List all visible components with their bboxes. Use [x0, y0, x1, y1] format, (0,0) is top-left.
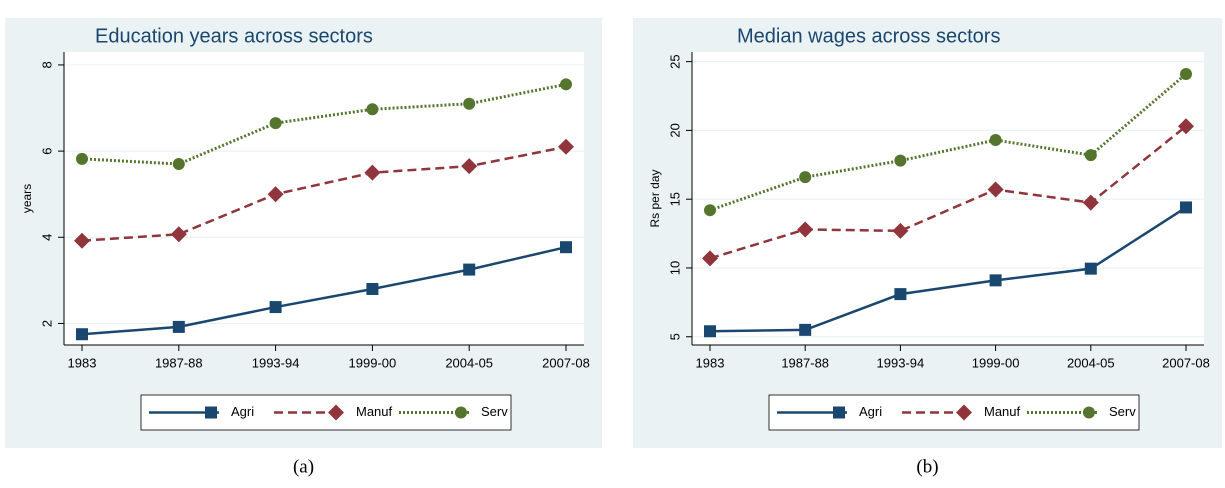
plot-area: [64, 52, 584, 345]
marker: [267, 186, 284, 203]
marker: [461, 158, 478, 175]
marker: [560, 78, 572, 91]
x-tick-label: 1993-94: [252, 355, 300, 370]
plot-area: [692, 52, 1204, 345]
chart-title: Median wages across sectors: [737, 25, 1000, 47]
y-tick-label: 10: [667, 261, 682, 275]
x-tick-label: 1999-00: [972, 355, 1020, 370]
x-tick-label: 1987-88: [155, 355, 203, 370]
series-line: [709, 72, 1187, 212]
x-tick-label: 1993-94: [877, 355, 925, 370]
marker: [989, 274, 1002, 287]
marker: [1180, 68, 1192, 81]
marker: [833, 406, 845, 419]
marker: [702, 250, 718, 267]
marker: [1084, 149, 1097, 162]
y-tick-label: 8: [39, 61, 54, 68]
marker: [799, 171, 812, 184]
x-tick-label: 1983: [68, 355, 97, 370]
marker: [1180, 201, 1192, 214]
x-tick-label: 2004-05: [1067, 355, 1115, 370]
marker: [704, 204, 716, 217]
legend-label: Agri: [859, 404, 882, 419]
y-tick-label: 20: [667, 123, 682, 137]
y-tick-label: 6: [39, 147, 54, 154]
chart: Median wages across sectors 5 10 15 20 25 Rs p…: [633, 18, 1222, 477]
series-line: [81, 82, 567, 166]
marker: [987, 181, 1004, 198]
x-tick-label: 1987-88: [781, 355, 829, 370]
legend-label: Manuf: [356, 404, 393, 419]
marker: [894, 288, 907, 301]
series-line: [81, 245, 567, 336]
marker: [558, 138, 574, 155]
marker: [205, 406, 217, 419]
x-tick-label: 2004-05: [445, 355, 493, 370]
marker: [172, 158, 185, 171]
marker: [463, 97, 476, 110]
marker: [172, 320, 185, 333]
marker: [463, 263, 476, 276]
y-tick-label: 15: [667, 192, 682, 206]
series-line: [709, 206, 1187, 333]
chart: Education years across sectors 2 4 6 8 years 1…: [5, 18, 602, 477]
marker: [366, 282, 379, 295]
y-axis-label: years: [20, 184, 34, 213]
marker: [989, 134, 1002, 147]
marker: [799, 323, 812, 336]
marker: [74, 232, 90, 249]
legend-label: Serv: [481, 404, 508, 419]
marker: [1084, 262, 1097, 275]
y-tick-label: 25: [667, 54, 682, 68]
y-tick-label: 5: [667, 333, 682, 340]
marker: [455, 406, 467, 419]
marker: [76, 328, 88, 341]
marker: [269, 301, 282, 314]
x-tick-label: 2007-08: [1162, 355, 1210, 370]
marker: [894, 154, 907, 167]
legend-label: Manuf: [984, 404, 1021, 419]
marker: [797, 221, 814, 238]
y-axis-label: Rs per day: [648, 169, 662, 227]
caption: (a): [293, 456, 314, 477]
marker: [76, 152, 88, 165]
y-tick-label: 2: [39, 320, 54, 327]
caption: (b): [916, 456, 938, 477]
marker: [269, 117, 282, 130]
legend-label: Serv: [1109, 404, 1136, 419]
series-line: [709, 125, 1187, 260]
marker: [328, 404, 344, 421]
marker: [892, 222, 909, 239]
marker: [1082, 194, 1099, 211]
marker: [1083, 406, 1095, 419]
x-tick-label: 1983: [696, 355, 725, 370]
marker: [704, 325, 716, 338]
marker: [1178, 118, 1194, 135]
marker: [170, 226, 187, 243]
chart-title: Education years across sectors: [95, 25, 373, 47]
series-line: [81, 145, 567, 242]
x-tick-label: 2007-08: [542, 355, 590, 370]
marker: [366, 103, 379, 116]
marker: [560, 241, 572, 254]
legend-label: Agri: [231, 404, 254, 419]
x-tick-label: 1999-00: [349, 355, 397, 370]
marker: [956, 404, 972, 421]
marker: [364, 164, 381, 181]
y-tick-label: 4: [39, 234, 54, 241]
